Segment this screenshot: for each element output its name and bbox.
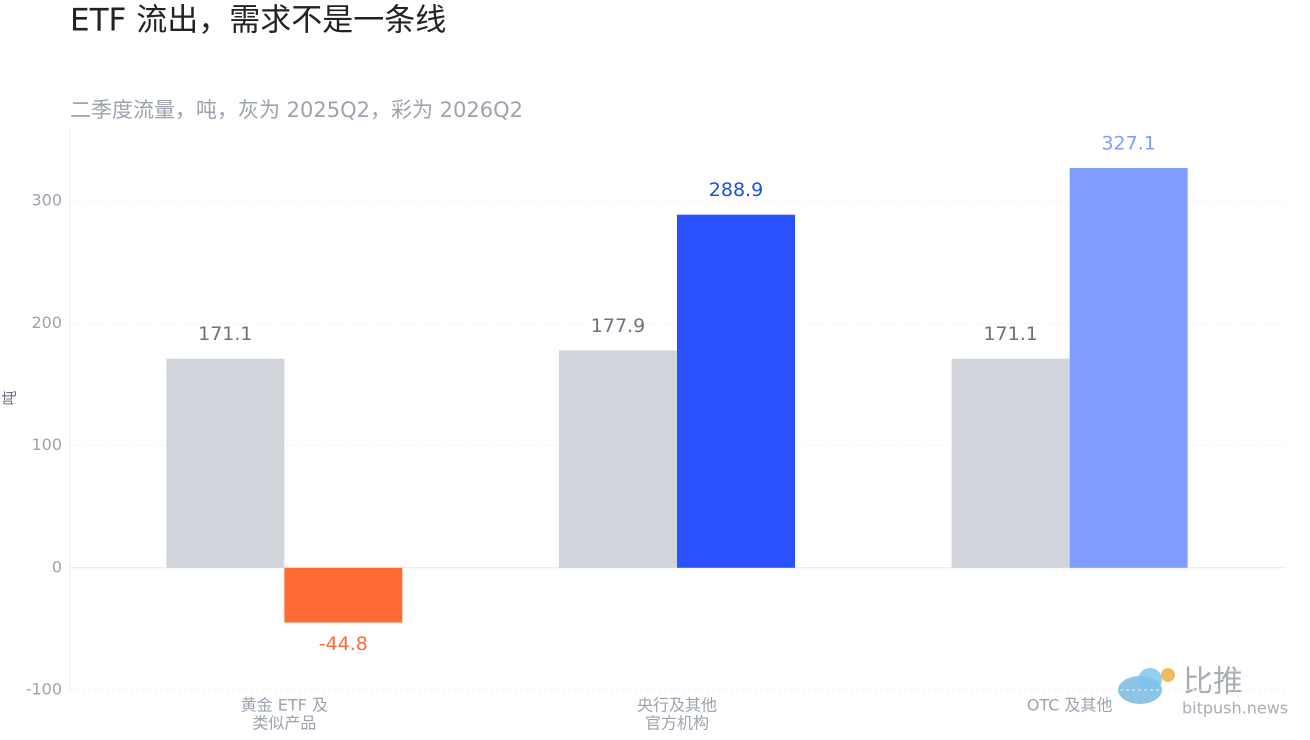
watermark-brand: 比推 xyxy=(1183,665,1243,700)
y-tick-label: 100 xyxy=(31,435,62,454)
value-label: 171.1 xyxy=(983,323,1037,345)
y-axis-label: 吨 xyxy=(1,390,19,405)
chart-title: ETF 流出，需求不是一条线 xyxy=(70,3,446,39)
value-label: -44.8 xyxy=(319,633,368,655)
bar xyxy=(677,214,795,568)
y-tick-label: 0 xyxy=(52,557,62,576)
x-tick-label: 央行及其他 xyxy=(637,696,717,715)
x-tick-label: 官方机构 xyxy=(645,714,709,733)
value-label: 288.9 xyxy=(709,179,763,201)
value-label: 327.1 xyxy=(1101,132,1155,154)
watermark: 比推 bitpush.news xyxy=(1118,665,1288,718)
watermark-site: bitpush.news xyxy=(1182,699,1288,718)
y-tick-label: -100 xyxy=(26,680,62,699)
bar xyxy=(284,567,403,623)
value-label: 177.9 xyxy=(591,315,645,337)
bar xyxy=(1069,167,1188,568)
bar xyxy=(559,350,677,568)
y-tick-label: 300 xyxy=(31,191,62,210)
bar xyxy=(166,358,285,568)
logo-bird-head xyxy=(1138,668,1162,692)
logo-coin xyxy=(1161,668,1175,682)
x-tick-label: OTC 及其他 xyxy=(1027,696,1113,715)
x-tick-label: 黄金 ETF 及 xyxy=(241,696,328,715)
value-label: 171.1 xyxy=(198,323,252,345)
chart-subtitle: 二季度流量，吨，灰为 2025Q2，彩为 2026Q2 xyxy=(70,98,523,122)
x-tick-label: 类似产品 xyxy=(252,714,316,733)
y-tick-label: 200 xyxy=(31,313,62,332)
bar xyxy=(951,358,1070,568)
